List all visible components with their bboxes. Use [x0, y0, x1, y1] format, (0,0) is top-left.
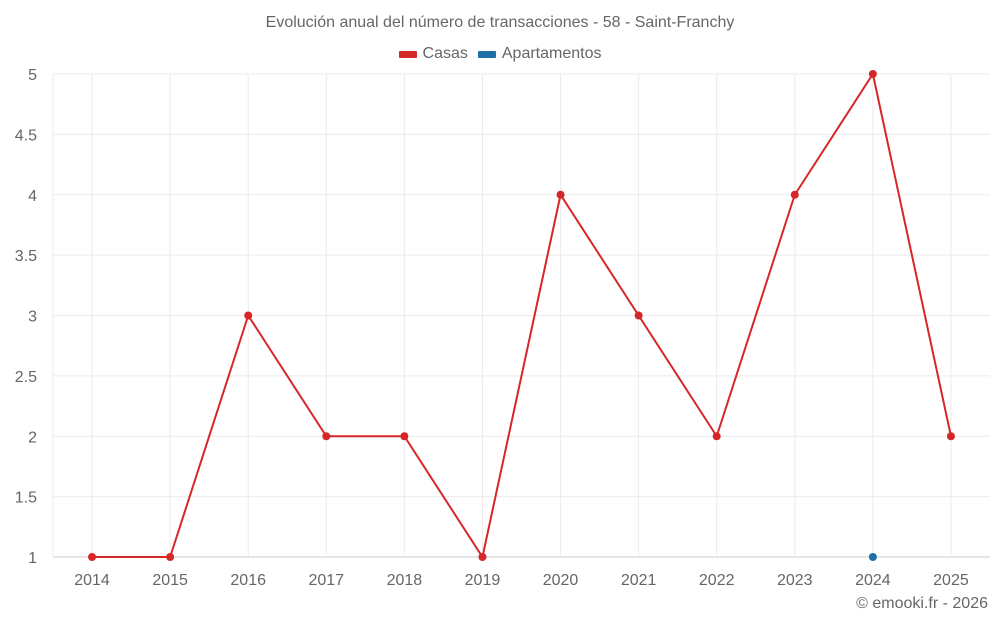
legend-item-casas[interactable]: Casas	[398, 45, 468, 63]
x-tick-label: 2021	[621, 572, 657, 589]
y-axis: 1 1.5 2 2.5 3 3.5 4 4.5 5	[15, 67, 37, 567]
y-tick-label: 4.5	[15, 127, 37, 144]
legend-label: Casas	[422, 45, 468, 62]
chart-title: Evolución anual del número de transaccio…	[265, 14, 735, 31]
x-tick-label: 2020	[543, 572, 579, 589]
x-tick-label: 2017	[308, 572, 344, 589]
data-point-casas[interactable]	[556, 190, 565, 199]
x-axis: 2014 2015 2016 2017 2018 2019 2020 2021 2022 2023…	[74, 572, 969, 589]
data-point-apartamentos[interactable]	[868, 553, 877, 561]
y-tick-label: 5	[28, 67, 37, 84]
data-point-casas[interactable]	[478, 553, 487, 561]
credit-text: © emooki.fr - 2026	[856, 595, 988, 612]
x-tick-label: 2023	[777, 572, 813, 589]
series-line-casas	[92, 71, 952, 560]
y-tick-label: 4	[28, 188, 37, 205]
x-tick-label: 2016	[230, 572, 266, 589]
y-tick-label: 2.5	[15, 369, 37, 386]
legend-item-apartamentos[interactable]: Apartamentos	[477, 45, 602, 63]
data-point-casas[interactable]	[868, 70, 877, 78]
x-tick-label: 2019	[465, 572, 501, 589]
y-tick-label: 3.5	[15, 248, 37, 265]
x-tick-label: 2014	[74, 572, 110, 589]
data-point-casas[interactable]	[166, 553, 175, 561]
x-tick-label: 2022	[699, 572, 735, 589]
legend-swatch-casas-icon	[398, 50, 417, 58]
y-tick-label: 1.5	[15, 490, 37, 507]
data-point-casas[interactable]	[790, 190, 799, 199]
legend: Casas Apartamentos	[0, 45, 1000, 63]
series-group	[88, 70, 955, 561]
x-tick-label: 2024	[855, 572, 891, 589]
data-point-casas[interactable]	[712, 432, 721, 441]
y-tick-label: 3	[28, 309, 37, 326]
x-tick-label: 2015	[152, 572, 188, 589]
data-point-casas[interactable]	[634, 311, 643, 320]
y-tick-label: 1	[28, 550, 37, 567]
x-tick-label: 2018	[387, 572, 423, 589]
data-point-casas[interactable]	[244, 311, 253, 320]
data-point-casas[interactable]	[946, 432, 955, 441]
legend-label: Apartamentos	[501, 45, 602, 62]
data-point-casas[interactable]	[88, 553, 97, 561]
y-tick-label: 2	[28, 429, 37, 446]
data-point-casas[interactable]	[322, 432, 331, 441]
legend-swatch-apartamentos-icon	[477, 50, 496, 58]
data-point-casas[interactable]	[400, 432, 409, 441]
x-tick-label: 2025	[933, 572, 969, 589]
